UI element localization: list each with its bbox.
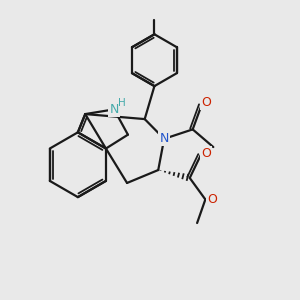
Text: O: O — [207, 193, 217, 206]
Text: N: N — [159, 132, 169, 145]
Text: O: O — [201, 147, 211, 160]
Text: H: H — [118, 98, 126, 108]
Text: O: O — [201, 96, 211, 110]
Text: N: N — [110, 103, 119, 116]
